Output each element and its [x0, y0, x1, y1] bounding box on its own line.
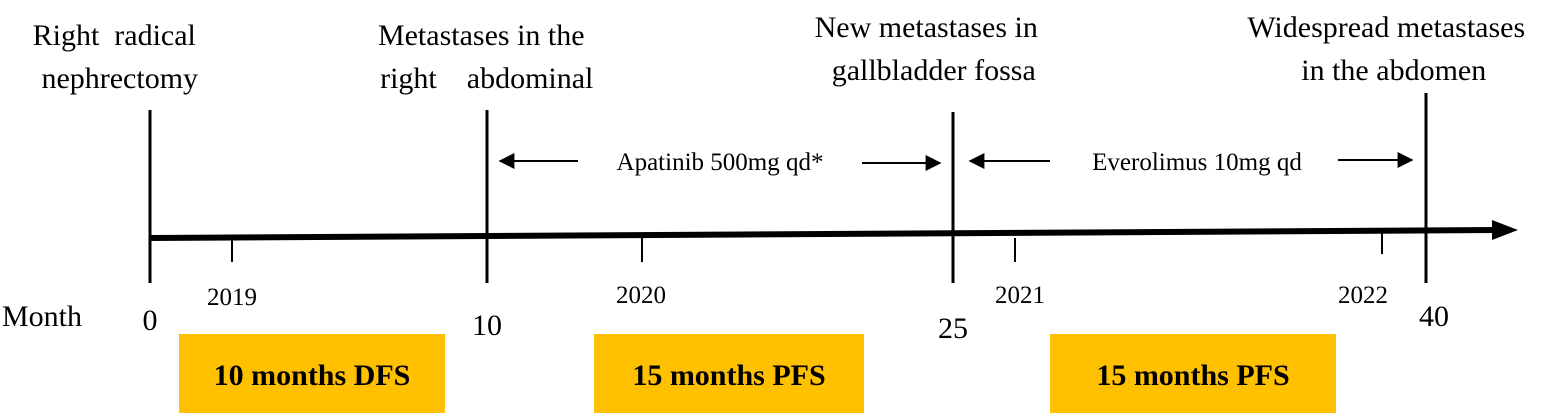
interval-box-pfs-1-label: 15 months PFS: [632, 359, 825, 392]
month-label-25: 25: [938, 312, 968, 345]
year-label-2021: 2021: [995, 282, 1045, 309]
interval-box-pfs-2: [1050, 334, 1336, 413]
interval-box-dfs-label: 10 months DFS: [214, 359, 411, 392]
event-label-40: Widespread metastases in the abdomen: [0, 0, 1563, 87]
interval-box-dfs: [179, 334, 445, 413]
year-label-2019: 2019: [207, 284, 257, 311]
time-axis: [149, 227, 1496, 241]
axis-label: Month: [2, 300, 82, 333]
year-label-2020: 2020: [616, 282, 666, 309]
month-label-40: 40: [1419, 300, 1449, 333]
event-label-10-line-1: Metastases in the: [378, 19, 585, 52]
event-label-25-line-1: New metastases in: [815, 11, 1038, 44]
therapy-2-label: Everolimus 10mg qd: [1092, 149, 1302, 176]
event-label-0-line-2: nephrectomy: [41, 62, 198, 95]
interval-box-pfs-1: [594, 334, 864, 413]
year-label-2022: 2022: [1338, 282, 1388, 309]
event-label-10: Metastases in the right abdominal: [0, 0, 622, 95]
event-label-25: New metastases in gallbladder fossa: [0, 0, 1075, 87]
therapy-1-label: Apatinib 500mg qd*: [617, 149, 824, 176]
interval-box-pfs-2-label: 15 months PFS: [1096, 359, 1289, 392]
month-label-10: 10: [472, 309, 502, 342]
axis-arrowhead-icon: [1492, 220, 1518, 240]
month-label-0: 0: [143, 304, 158, 337]
event-label-0: Right radical nephrectomy: [0, 0, 233, 95]
event-label-40-line-2: in the abdomen: [1301, 54, 1486, 87]
event-label-0-line-1: Right radical: [33, 19, 196, 52]
event-label-40-line-1: Widespread metastases: [1247, 11, 1525, 44]
event-label-25-line-2: gallbladder fossa: [832, 54, 1036, 87]
event-label-10-line-2: right abdominal: [380, 62, 593, 95]
